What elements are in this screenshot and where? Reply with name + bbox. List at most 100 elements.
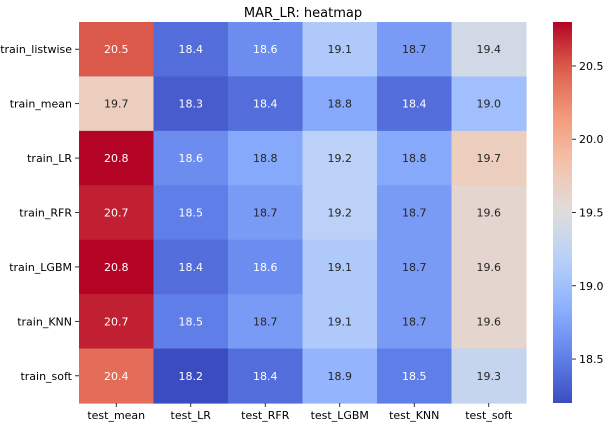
heatmap-cell <box>228 239 304 295</box>
cell-value-label: 19.7 <box>477 152 502 165</box>
cell-value-label: 20.7 <box>104 315 129 328</box>
heatmap-cell <box>228 294 304 350</box>
heatmap-cell <box>79 294 155 350</box>
cell-value-label: 19.7 <box>104 98 129 111</box>
cell-value-label: 19.0 <box>477 98 502 111</box>
heatmap-cell <box>302 130 378 186</box>
heatmap-cell <box>79 239 155 295</box>
y-tick-label: train_KNN <box>17 315 72 328</box>
cell-value-label: 18.4 <box>179 261 204 274</box>
colorbar-tick-label: 18.5 <box>579 353 604 366</box>
cell-value-label: 20.8 <box>104 152 129 165</box>
cell-value-label: 18.8 <box>402 152 427 165</box>
cell-value-label: 19.6 <box>477 261 502 274</box>
y-tick-label: train_mean <box>10 98 72 111</box>
cell-value-label: 18.9 <box>328 370 353 383</box>
colorbar-tick-label: 19.5 <box>579 207 604 220</box>
colorbar: 18.5 19.0 19.5 20.0 20.5 <box>553 22 604 403</box>
cell-value-label: 19.6 <box>477 315 502 328</box>
cell-value-label: 19.1 <box>328 43 353 56</box>
cell-value-label: 18.4 <box>402 98 427 111</box>
heatmap-cell <box>377 185 453 241</box>
cell-value-label: 20.8 <box>104 261 129 274</box>
heatmap-cell <box>228 185 304 241</box>
cell-value-label: 19.6 <box>477 207 502 220</box>
heatmap-cell <box>153 239 229 295</box>
heatmap-cell <box>302 185 378 241</box>
cell-value-label: 18.4 <box>179 43 204 56</box>
cell-value-label: 18.7 <box>402 207 427 220</box>
x-tick-label: test_soft <box>465 409 513 422</box>
y-tick-label: train_listwise <box>0 43 72 56</box>
colorbar-tick-label: 20.5 <box>579 60 604 73</box>
heatmap-cell <box>153 130 229 186</box>
cell-value-label: 19.2 <box>328 207 353 220</box>
cell-value-label: 18.6 <box>179 152 204 165</box>
y-tick-label: train_RFR <box>19 207 72 220</box>
heatmap-cell <box>79 348 155 404</box>
colorbar-tick-label: 20.0 <box>579 133 604 146</box>
x-tick-label: test_LR <box>171 409 212 422</box>
colorbar-gradient <box>553 22 572 403</box>
cell-value-label: 18.5 <box>179 207 204 220</box>
cell-value-label: 18.5 <box>179 315 204 328</box>
cell-value-label: 18.2 <box>179 370 204 383</box>
heatmap-cell <box>153 22 229 78</box>
cell-value-label: 18.7 <box>402 261 427 274</box>
cell-value-label: 19.3 <box>477 370 502 383</box>
cell-value-label: 19.1 <box>328 315 353 328</box>
heatmap-cell <box>153 185 229 241</box>
x-tick-label: test_mean <box>87 409 145 422</box>
cell-value-label: 18.8 <box>328 98 353 111</box>
cell-value-label: 18.6 <box>253 43 278 56</box>
heatmap-cell <box>451 239 527 295</box>
heatmap-cell <box>451 22 527 78</box>
heatmap-cells: 20.5 18.4 18.6 19.1 18.7 19.4 19.7 18.3 18.4 18.8… <box>79 22 527 404</box>
heatmap-cell <box>228 130 304 186</box>
colorbar-tick-label: 19.0 <box>579 280 604 293</box>
cell-value-label: 18.7 <box>253 315 278 328</box>
heatmap-cell <box>79 22 155 78</box>
cell-value-label: 18.7 <box>402 315 427 328</box>
x-tick-label: test_KNN <box>389 409 439 422</box>
y-tick-label: train_LR <box>27 152 72 165</box>
heatmap-cell <box>451 130 527 186</box>
y-tick-label: train_soft <box>20 370 72 383</box>
cell-value-label: 19.1 <box>328 261 353 274</box>
heatmap-cell <box>302 76 378 132</box>
y-tick-label: train_LGBM <box>9 261 72 274</box>
heatmap-cell <box>153 76 229 132</box>
heatmap-cell <box>377 294 453 350</box>
cell-value-label: 20.4 <box>104 370 129 383</box>
heatmap-cell <box>302 294 378 350</box>
heatmap-cell <box>228 76 304 132</box>
heatmap-cell <box>153 294 229 350</box>
heatmap-cell <box>451 76 527 132</box>
heatmap-cell <box>451 185 527 241</box>
cell-value-label: 18.4 <box>253 370 278 383</box>
heatmap-cell <box>153 348 229 404</box>
x-axis-labels: test_mean test_LR test_RFR test_LGBM test_KN… <box>87 403 513 422</box>
heatmap-cell <box>377 22 453 78</box>
cell-value-label: 20.5 <box>104 43 129 56</box>
heatmap-cell <box>79 185 155 241</box>
x-tick-label: test_LGBM <box>311 409 369 422</box>
cell-value-label: 20.7 <box>104 207 129 220</box>
heatmap-cell <box>377 76 453 132</box>
heatmap-cell <box>228 348 304 404</box>
heatmap-cell <box>302 22 378 78</box>
heatmap-cell <box>79 130 155 186</box>
cell-value-label: 19.2 <box>328 152 353 165</box>
heatmap-cell <box>451 294 527 350</box>
cell-value-label: 18.8 <box>253 152 278 165</box>
cell-value-label: 18.6 <box>253 261 278 274</box>
cell-value-label: 18.4 <box>253 98 278 111</box>
heatmap-cell <box>377 130 453 186</box>
heatmap-cell <box>302 239 378 295</box>
y-axis-labels: train_listwise train_mean train_LR train_RF… <box>0 43 79 383</box>
cell-value-label: 18.3 <box>179 98 204 111</box>
chart-title: MAR_LR: heatmap <box>244 6 362 21</box>
heatmap-cell <box>228 22 304 78</box>
heatmap-cell <box>377 239 453 295</box>
